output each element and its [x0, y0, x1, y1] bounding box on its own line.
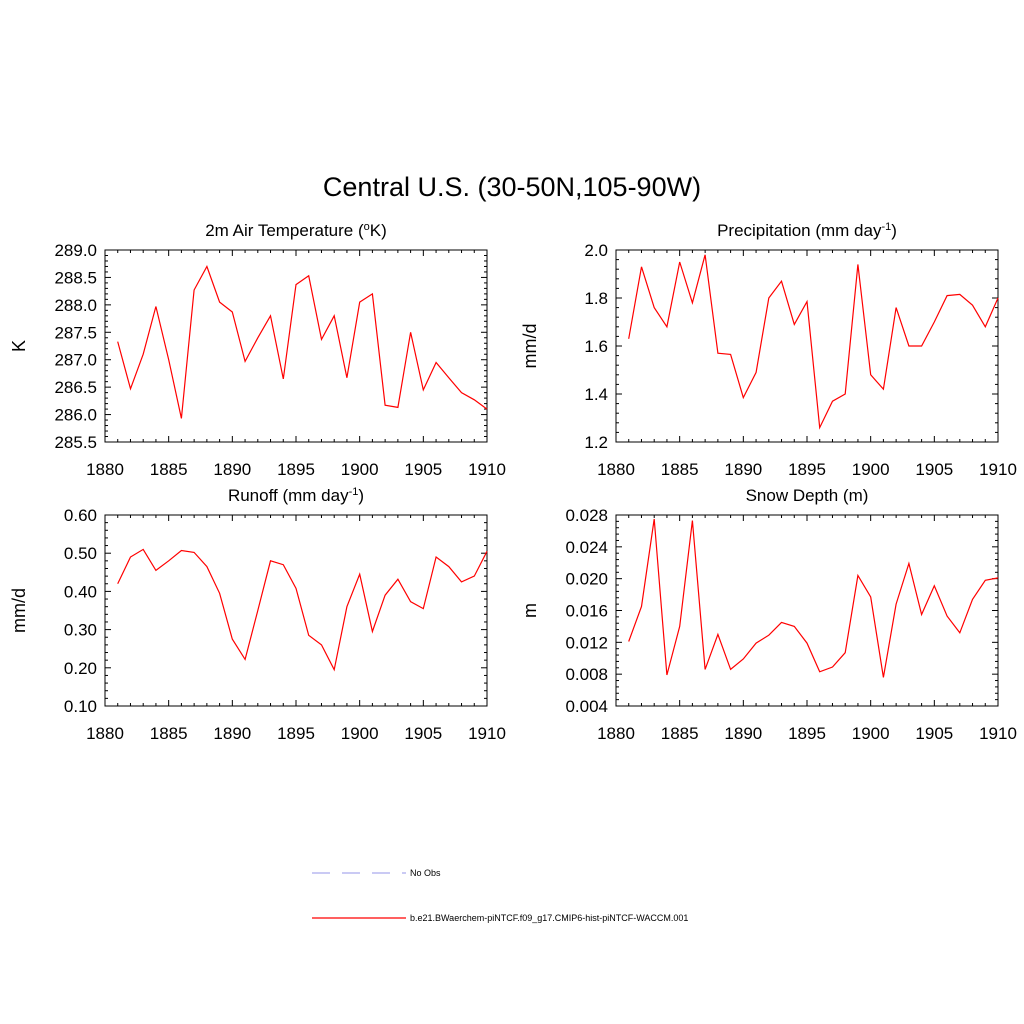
x-tick-label: 1885	[661, 724, 699, 743]
y-tick-label: 286.5	[54, 378, 97, 397]
y-tick-label: 0.40	[64, 582, 97, 601]
x-tick-label: 1880	[86, 460, 124, 479]
y-tick-label: 0.10	[64, 697, 97, 716]
chart-air-temperature: 2m Air Temperature (oK) K 1880 1885 1890 1895…	[9, 221, 506, 479]
x-tick-label: 1895	[277, 460, 315, 479]
x-tick-label: 1910	[468, 460, 506, 479]
y-tick-label: 0.008	[565, 665, 608, 684]
series-line	[117, 265, 488, 419]
x-tick-label: 1910	[979, 460, 1017, 479]
x-tick-label: 1885	[150, 460, 188, 479]
panel-title-text: Runoff (mm day	[228, 486, 349, 505]
x-tick-label: 1895	[788, 724, 826, 743]
panel-title: Runoff (mm day-1)	[228, 486, 364, 505]
y-tick-label: 288.5	[54, 268, 97, 287]
x-tick-label: 1890	[724, 724, 762, 743]
legend: No Obs b.e21.BWaerchem-piNTCF.f09_g17.CM…	[312, 868, 688, 923]
x-tick-label: 1880	[597, 460, 635, 479]
plot-frame	[104, 514, 488, 707]
chart-runoff: Runoff (mm day-1) mm/d 1880 1885 1890 1895 190…	[9, 486, 506, 743]
panel-title-text: Snow Depth (m)	[746, 486, 869, 505]
y-tick-label: 0.004	[565, 697, 608, 716]
y-tick-label: 288.0	[54, 296, 97, 315]
x-tick-label: 1880	[597, 724, 635, 743]
y-tick-label: 0.60	[64, 506, 97, 525]
y-axis-label: K	[9, 340, 29, 352]
y-tick-label: 1.4	[584, 385, 608, 404]
y-tick-label: 0.50	[64, 544, 97, 563]
y-tick-label: 0.012	[565, 633, 608, 652]
x-tick-label: 1910	[468, 724, 506, 743]
panel-title-text: Precipitation (mm day	[717, 221, 882, 240]
y-tick-label: 2.0	[584, 241, 608, 260]
y-tick-label: 287.0	[54, 351, 97, 370]
y-tick-label: 0.20	[64, 659, 97, 678]
x-tick-label: 1890	[213, 724, 251, 743]
x-tick-label: 1900	[341, 724, 379, 743]
series-line	[117, 548, 488, 672]
chart-snow-depth: Snow Depth (m) m 1880 1885 1890 1895 1900 1905 1…	[520, 486, 1017, 743]
panel-title-tail: K)	[370, 221, 387, 240]
y-tick-label: 286.0	[54, 406, 97, 425]
legend-label-model: b.e21.BWaerchem-piNTCF.f09_g17.CMIP6-his…	[410, 913, 688, 923]
x-tick-label: 1910	[979, 724, 1017, 743]
y-tick-label: 1.8	[584, 289, 608, 308]
y-tick-label: 287.5	[54, 323, 97, 342]
x-tick-label: 1900	[852, 460, 890, 479]
x-tick-label: 1880	[86, 724, 124, 743]
panel-title-superscript: -1	[881, 221, 891, 233]
panel-title: Precipitation (mm day-1)	[717, 221, 897, 240]
x-tick-label: 1890	[213, 460, 251, 479]
plot-frame	[104, 249, 488, 443]
x-tick-label: 1905	[915, 460, 953, 479]
x-tick-label: 1900	[341, 460, 379, 479]
series-line	[628, 254, 999, 430]
x-tick-label: 1885	[150, 724, 188, 743]
panel-title: Snow Depth (m)	[746, 486, 869, 505]
panel-title-superscript: -1	[349, 486, 359, 498]
y-tick-label: 0.30	[64, 621, 97, 640]
y-axis-label: m	[520, 603, 540, 618]
plot-frame	[615, 249, 999, 443]
x-tick-label: 1900	[852, 724, 890, 743]
panel-title-tail: )	[358, 486, 364, 505]
x-tick-label: 1890	[724, 460, 762, 479]
panel-title: 2m Air Temperature (oK)	[205, 221, 387, 240]
x-tick-label: 1905	[404, 724, 442, 743]
y-tick-label: 0.028	[565, 506, 608, 525]
panel-title-text: 2m Air Temperature (	[205, 221, 364, 240]
x-tick-label: 1905	[404, 460, 442, 479]
chart-panels: 2m Air Temperature (oK) K 1880 1885 1890 1895…	[9, 221, 1017, 743]
panel-title-superscript: o	[364, 221, 370, 233]
y-tick-label: 1.2	[584, 433, 608, 452]
y-axis-label: mm/d	[9, 588, 29, 633]
y-tick-label: 0.016	[565, 602, 608, 621]
y-tick-label: 289.0	[54, 241, 97, 260]
y-tick-label: 285.5	[54, 433, 97, 452]
y-tick-label: 0.024	[565, 538, 608, 557]
x-tick-label: 1895	[788, 460, 826, 479]
legend-label-no-obs: No Obs	[410, 868, 441, 878]
x-tick-label: 1895	[277, 724, 315, 743]
chart-precipitation: Precipitation (mm day-1) mm/d 1880 1885 1890…	[520, 221, 1017, 479]
figure-title: Central U.S. (30-50N,105-90W)	[323, 172, 701, 202]
panel-title-tail: )	[891, 221, 897, 240]
y-tick-label: 0.020	[565, 570, 608, 589]
y-axis-label: mm/d	[520, 324, 540, 369]
x-tick-label: 1885	[661, 460, 699, 479]
y-tick-label: 1.6	[584, 337, 608, 356]
series-line	[628, 518, 999, 678]
plot-frame	[615, 514, 999, 707]
x-tick-label: 1905	[915, 724, 953, 743]
